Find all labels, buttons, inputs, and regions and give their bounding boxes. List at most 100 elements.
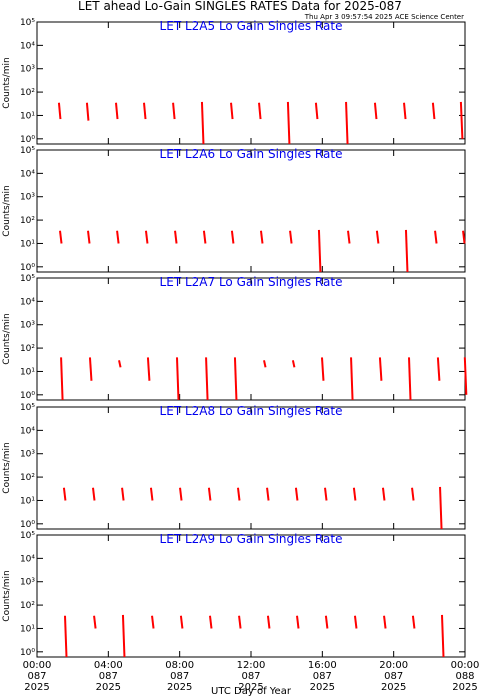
burst: [296, 615, 300, 629]
burst: [324, 615, 329, 629]
burst: [439, 486, 443, 530]
burst: [151, 615, 155, 629]
burst: [63, 615, 68, 658]
y-tick-label: 10²: [20, 473, 35, 483]
burst: [259, 230, 264, 244]
burst: [347, 230, 351, 244]
y-tick-label: 10⁴: [20, 169, 35, 179]
plot-frame: [36, 21, 466, 145]
y-axis-label: Counts/min: [2, 57, 12, 108]
burst: [440, 614, 445, 658]
burst: [175, 357, 180, 401]
burst: [263, 360, 267, 368]
y-tick-label: 10²: [20, 344, 35, 354]
y-tick-label: 10⁴: [20, 297, 35, 307]
chart-subtitle: Thu Apr 3 09:57:54 2025 ACE Science Cent…: [304, 13, 464, 21]
y-tick-label: 10⁵: [20, 403, 35, 413]
burst: [179, 615, 184, 629]
burst: [373, 102, 378, 120]
burst: [353, 615, 358, 629]
plot-frame: [36, 149, 466, 273]
x-axis-label: UTC Day of Year: [211, 686, 292, 697]
y-tick-label: 10⁴: [20, 41, 35, 51]
burst: [144, 230, 149, 244]
burst: [317, 229, 322, 273]
burst: [62, 487, 67, 501]
burst: [207, 487, 212, 501]
y-tick-label: 10⁵: [20, 18, 35, 28]
burst: [463, 357, 468, 395]
y-tick-label: 10⁴: [20, 426, 35, 436]
burst: [57, 102, 62, 120]
burst: [289, 230, 293, 244]
burst: [172, 102, 176, 120]
y-tick-label: 10²: [20, 601, 35, 611]
burst: [324, 487, 328, 501]
x-tick-label: 00:00 087 2025: [23, 660, 52, 693]
burst: [378, 357, 383, 381]
burst: [59, 230, 63, 244]
burst: [320, 357, 325, 381]
burst: [93, 615, 97, 629]
y-tick-label: 10³: [20, 321, 35, 331]
burst: [266, 615, 271, 629]
y-tick-label: 10⁰: [20, 520, 35, 530]
burst: [179, 487, 183, 501]
burst: [88, 357, 93, 381]
y-tick-label: 10⁰: [20, 135, 35, 145]
burst: [411, 615, 416, 629]
y-tick-label: 10¹: [20, 111, 35, 121]
burst: [233, 357, 238, 401]
burst: [459, 101, 464, 139]
plot-frame: [36, 277, 466, 401]
y-tick-label: 10¹: [20, 624, 35, 634]
burst: [434, 230, 438, 244]
burst: [375, 230, 380, 244]
y-tick-label: 10³: [20, 193, 35, 203]
x-tick-label: 08:00 087 2025: [165, 660, 194, 693]
y-tick-label: 10¹: [20, 496, 35, 506]
x-tick-label: 16:00 087 2025: [308, 660, 337, 693]
burst: [411, 487, 415, 501]
y-tick-label: 10⁴: [20, 554, 35, 564]
burst: [462, 230, 466, 244]
burst: [205, 357, 209, 401]
y-tick-label: 10⁵: [20, 531, 35, 541]
burst: [60, 357, 64, 401]
burst: [85, 102, 90, 121]
y-axis-label: Counts/min: [2, 442, 12, 493]
burst: [200, 101, 205, 145]
burst: [345, 101, 349, 145]
x-tick-label: 12:00 087 2025: [237, 660, 266, 693]
y-tick-label: 10³: [20, 65, 35, 75]
burst: [350, 357, 354, 401]
x-tick-label: 20:00 087 2025: [379, 660, 408, 693]
burst: [208, 615, 213, 629]
burst: [118, 360, 122, 368]
burst: [202, 230, 207, 244]
burst: [352, 487, 357, 501]
y-tick-label: 10²: [20, 216, 35, 226]
burst: [121, 614, 126, 658]
burst: [266, 487, 270, 501]
x-tick-label: 04:00 087 2025: [94, 660, 123, 693]
burst: [258, 102, 262, 120]
y-axis-label: Counts/min: [2, 570, 12, 621]
burst: [174, 230, 178, 244]
y-tick-label: 10⁵: [20, 274, 35, 284]
y-axis-label: Counts/min: [2, 313, 12, 364]
burst: [404, 229, 409, 273]
burst: [146, 357, 151, 381]
y-tick-label: 10²: [20, 88, 35, 98]
chart-title: LET ahead Lo-Gain SINGLES RATES Data for…: [78, 0, 402, 13]
y-tick-label: 10³: [20, 450, 35, 460]
burst: [230, 102, 234, 120]
burst: [403, 102, 407, 120]
burst: [286, 101, 291, 145]
burst: [92, 487, 96, 501]
burst: [431, 102, 436, 120]
y-axis-label: Counts/min: [2, 185, 12, 236]
burst: [115, 102, 119, 120]
burst: [383, 615, 387, 629]
